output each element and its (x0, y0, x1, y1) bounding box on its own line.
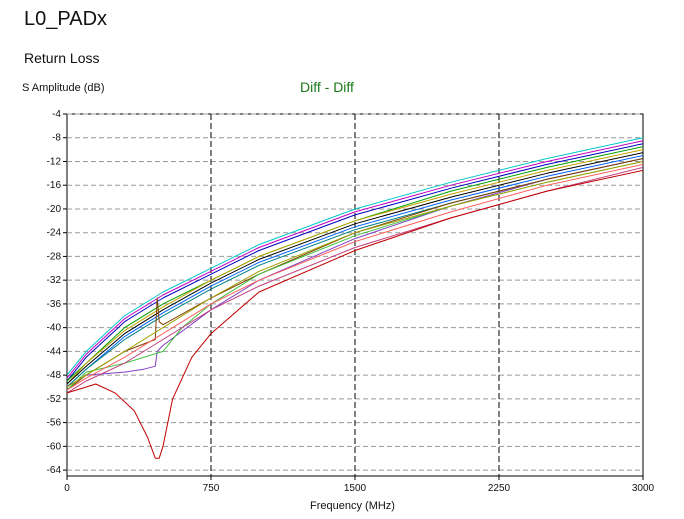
y-tick-label: -16 (47, 180, 62, 191)
chart-title: Diff - Diff (300, 79, 354, 95)
series-line-1 (66, 137, 644, 376)
y-tick-label: -64 (47, 465, 62, 476)
series-line-3 (66, 143, 644, 382)
y-tick-label: -8 (52, 133, 61, 144)
y-tick-label: -48 (47, 370, 62, 381)
section-title: Return Loss (24, 50, 100, 66)
y-tick-label: -24 (47, 228, 62, 239)
y-axis-title: S Amplitude (dB) (22, 82, 105, 94)
x-axis-title: Frequency (MHz) (310, 500, 395, 512)
y-tick-label: -32 (47, 275, 62, 286)
x-tick-label: 1500 (344, 483, 367, 494)
page-title: L0_PADx (24, 8, 108, 30)
x-tick-label: 750 (203, 483, 220, 494)
y-tick-label: -4 (52, 109, 61, 120)
y-tick-label: -12 (47, 156, 62, 167)
y-tick-label: -28 (47, 251, 62, 262)
series-line-2 (66, 140, 644, 379)
x-tick-label: 2250 (488, 483, 511, 494)
x-tick-label: 3000 (632, 483, 655, 494)
ticks: -4 -8 -12 -16 -20 -24 -28 -32 -36 -40 -44 -48 -52 -56… (47, 109, 655, 494)
series-line-12 (66, 161, 644, 388)
series-line-5 (66, 149, 644, 385)
y-tick-label: -20 (47, 204, 62, 215)
y-tick-label: -52 (47, 394, 62, 405)
series-line-7 (66, 155, 644, 388)
series-line-15 (66, 169, 644, 459)
y-tick-label: -40 (47, 323, 62, 334)
series-line-13 (66, 163, 644, 391)
series-group (66, 137, 644, 459)
y-tick-label: -44 (47, 346, 62, 357)
y-tick-label: -60 (47, 441, 62, 452)
x-tick-label: 0 (64, 483, 70, 494)
series-line-6 (66, 152, 644, 385)
y-tick-label: -36 (47, 299, 62, 310)
y-tick-label: -56 (47, 418, 62, 429)
